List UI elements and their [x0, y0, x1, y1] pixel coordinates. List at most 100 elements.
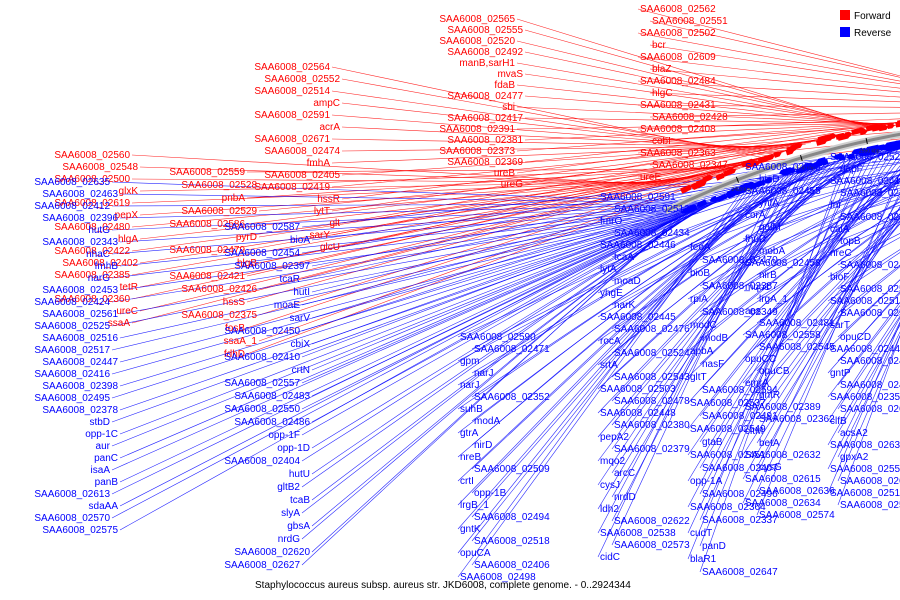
reverse-gene-label[interactable]: SAA6008_02525: [34, 321, 110, 332]
reverse-gene-label[interactable]: SAA6008_02424: [34, 297, 110, 308]
reverse-feature[interactable]: [819, 158, 829, 166]
reverse-gene-label[interactable]: SAA6008_02447: [42, 357, 118, 368]
reverse-gene-label[interactable]: SAA6008_02549: [690, 424, 766, 435]
reverse-gene-label[interactable]: SAA6008_02594: [702, 385, 778, 396]
reverse-gene-label[interactable]: SAA6008_02561: [42, 309, 118, 320]
reverse-gene-label[interactable]: gtaB: [702, 437, 723, 448]
forward-gene-label[interactable]: ureB: [494, 168, 515, 179]
reverse-gene-label[interactable]: SAA6008_02512: [614, 204, 690, 215]
reverse-gene-label[interactable]: SAA6008_02362: [759, 414, 835, 425]
reverse-gene-label[interactable]: SAA6008_02458: [745, 258, 821, 269]
reverse-gene-label[interactable]: suhB: [460, 404, 483, 415]
reverse-gene-label[interactable]: SAA6008_02434: [614, 228, 690, 239]
forward-gene-label[interactable]: SAA6008_02426: [181, 284, 257, 295]
reverse-gene-label[interactable]: nrdG: [278, 534, 300, 545]
forward-gene-label[interactable]: SAA6008_02555: [447, 25, 523, 36]
reverse-gene-label[interactable]: SAA6008_02404: [224, 456, 300, 467]
reverse-gene-label[interactable]: mqo1: [745, 282, 770, 293]
forward-feature[interactable]: [752, 159, 761, 167]
forward-gene-label[interactable]: SAA6008_02492: [447, 47, 523, 58]
forward-gene-label[interactable]: SAA6008_02480: [54, 222, 130, 233]
reverse-gene-label[interactable]: SAA6008_02543: [614, 372, 690, 383]
forward-gene-label[interactable]: ssaA_1: [224, 336, 258, 347]
reverse-gene-label[interactable]: SAA6008_02518: [474, 536, 550, 547]
reverse-gene-label[interactable]: crtN: [292, 365, 310, 376]
forward-gene-label[interactable]: SAA6008_02671: [254, 134, 330, 145]
forward-gene-label[interactable]: SAA6008_02528: [181, 180, 257, 191]
forward-gene-label[interactable]: hlgB: [237, 258, 257, 269]
forward-gene-label[interactable]: SAA6008_02408: [640, 124, 716, 135]
forward-gene-label[interactable]: fmhA: [307, 158, 331, 169]
reverse-gene-label[interactable]: SAA6008_02359: [840, 212, 900, 223]
reverse-gene-label[interactable]: SAA6008_02483: [234, 391, 310, 402]
reverse-gene-label[interactable]: SAA6008_02395: [840, 188, 900, 199]
forward-gene-label[interactable]: SAA6008_02421: [169, 271, 245, 282]
forward-gene-label[interactable]: SAA6008_02479: [169, 245, 245, 256]
reverse-gene-label[interactable]: SAA6008_02637: [830, 440, 900, 451]
reverse-gene-label[interactable]: opp-1B: [474, 488, 507, 499]
reverse-feature[interactable]: [836, 154, 845, 161]
reverse-gene-label[interactable]: narK: [614, 300, 635, 311]
reverse-gene-label[interactable]: SAA6008_02478: [614, 396, 690, 407]
reverse-feature[interactable]: [893, 139, 900, 146]
reverse-gene-label[interactable]: opp-1F: [268, 430, 300, 441]
reverse-feature[interactable]: [683, 204, 698, 214]
reverse-gene-label[interactable]: bioF: [830, 272, 849, 283]
forward-gene-label[interactable]: SAA6008_02551: [652, 16, 728, 27]
reverse-gene-label[interactable]: gltB2: [277, 482, 300, 493]
reverse-gene-label[interactable]: SAA6008_02379: [614, 444, 690, 455]
forward-gene-label[interactable]: SAA6008_02405: [264, 170, 340, 181]
reverse-gene-label[interactable]: SAA6008_02397: [234, 261, 310, 272]
forward-gene-label[interactable]: SAA6008_02402: [62, 258, 138, 269]
forward-gene-label[interactable]: manB,sarH1: [459, 58, 515, 69]
reverse-gene-label[interactable]: SAA6008_02495: [34, 393, 110, 404]
reverse-gene-label[interactable]: aes: [745, 306, 761, 317]
reverse-feature[interactable]: [714, 193, 728, 203]
reverse-feature[interactable]: [696, 199, 708, 208]
reverse-gene-label[interactable]: narJ: [474, 368, 493, 379]
forward-gene-label[interactable]: SAA6008_02559: [169, 167, 245, 178]
forward-gene-label[interactable]: SAA6008_02428: [652, 112, 728, 123]
reverse-gene-label[interactable]: isaA: [91, 465, 111, 476]
forward-feature[interactable]: [844, 131, 853, 138]
reverse-feature[interactable]: [755, 179, 766, 188]
reverse-gene-label[interactable]: SAA6008_02545: [759, 342, 835, 353]
reverse-gene-label[interactable]: modA: [474, 416, 500, 427]
reverse-gene-label[interactable]: SAA6008_02406: [474, 560, 550, 571]
forward-gene-label[interactable]: fdaB: [494, 80, 515, 91]
reverse-gene-label[interactable]: gpxA2: [840, 452, 869, 463]
forward-gene-label[interactable]: acrA: [319, 122, 340, 133]
reverse-gene-label[interactable]: bioD: [759, 174, 780, 185]
reverse-gene-label[interactable]: hutI: [293, 287, 310, 298]
reverse-gene-label[interactable]: SAA6008_02337: [702, 515, 778, 526]
reverse-gene-label[interactable]: feoA: [690, 242, 711, 253]
forward-gene-label[interactable]: hlgA: [118, 234, 138, 245]
forward-gene-label[interactable]: SAA6008_02591: [254, 110, 330, 121]
reverse-gene-label[interactable]: SAA6008_02387: [702, 281, 778, 292]
reverse-gene-label[interactable]: moaD: [614, 276, 641, 287]
forward-gene-label[interactable]: SAA6008_02548: [62, 162, 138, 173]
reverse-gene-label[interactable]: narG: [88, 273, 110, 284]
reverse-gene-label[interactable]: SAA6008_02647: [702, 567, 778, 578]
reverse-gene-label[interactable]: gtrA: [460, 428, 479, 439]
reverse-gene-label[interactable]: SAA6008_02498: [460, 572, 536, 583]
forward-gene-label[interactable]: hssR: [317, 194, 340, 205]
forward-gene-label[interactable]: bcr: [652, 40, 667, 51]
reverse-gene-label[interactable]: SAA6008_02556: [830, 464, 900, 475]
reverse-gene-label[interactable]: fmrO: [600, 216, 622, 227]
forward-gene-label[interactable]: SAA6008_02586: [169, 219, 245, 230]
forward-gene-label[interactable]: ampC: [313, 98, 340, 109]
reverse-gene-label[interactable]: gltT: [690, 372, 707, 383]
reverse-gene-label[interactable]: SAA6008_02519: [830, 488, 900, 499]
forward-gene-label[interactable]: tetR: [120, 282, 138, 293]
reverse-gene-label[interactable]: galM: [759, 222, 781, 233]
reverse-gene-label[interactable]: SAA6008_02352: [474, 392, 550, 403]
reverse-gene-label[interactable]: SAA6008_02364: [690, 502, 766, 513]
reverse-gene-label[interactable]: ldh2: [600, 504, 619, 515]
reverse-gene-label[interactable]: SAA6008_02450: [224, 326, 300, 337]
reverse-gene-label[interactable]: hutG: [88, 225, 110, 236]
reverse-gene-label[interactable]: SAA6008_02416: [34, 369, 110, 380]
reverse-gene-label[interactable]: cbiX: [291, 339, 311, 350]
reverse-gene-label[interactable]: SAA6008_02456: [840, 356, 900, 367]
reverse-gene-label[interactable]: SAA6008_02573: [614, 540, 690, 551]
